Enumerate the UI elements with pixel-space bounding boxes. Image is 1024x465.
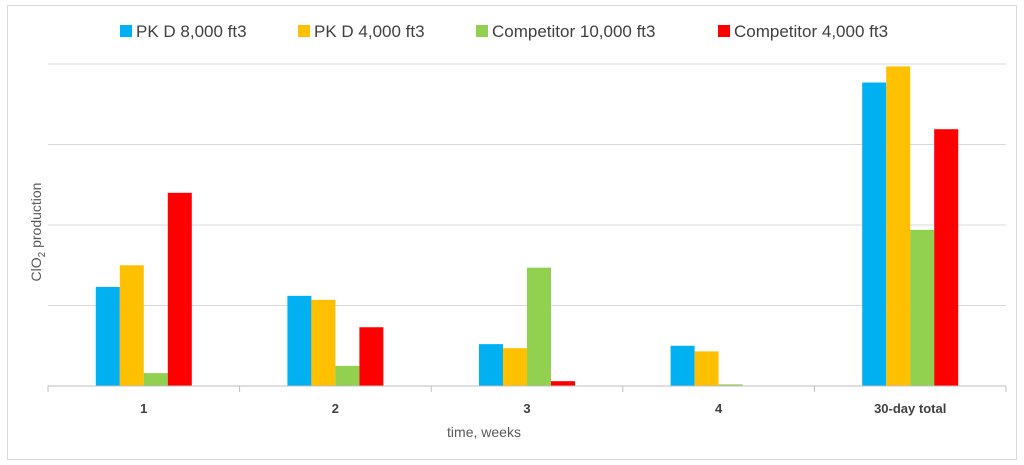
bar	[167, 192, 192, 386]
bar	[359, 327, 384, 386]
x-tick-label: 3	[523, 401, 530, 416]
bar	[311, 299, 336, 386]
bar	[886, 66, 911, 386]
legend-label: Competitor 10,000 ft3	[492, 22, 655, 41]
bar	[95, 286, 120, 386]
bar	[934, 129, 959, 386]
bars	[95, 66, 959, 386]
bar	[862, 82, 887, 386]
bar	[287, 295, 312, 386]
legend: PK D 8,000 ft3 PK D 4,000 ft3 Competitor 1…	[120, 22, 888, 41]
bar	[119, 265, 144, 386]
x-tick-label: 2	[332, 401, 339, 416]
x-axis-title: time, weeks	[447, 424, 521, 440]
legend-swatch	[120, 25, 132, 37]
bar	[718, 384, 743, 386]
legend-swatch	[298, 25, 310, 37]
legend-label: PK D 8,000 ft3	[136, 22, 247, 41]
bar	[503, 348, 527, 386]
legend-swatch	[718, 25, 730, 37]
bar	[527, 267, 551, 386]
legend-swatch	[476, 25, 488, 37]
bar	[694, 351, 719, 386]
legend-label: Competitor 4,000 ft3	[734, 22, 888, 41]
x-axis	[47, 385, 1007, 392]
x-tick-labels: 1 2 3 4 30-day total	[140, 401, 946, 416]
legend-label: PK D 4,000 ft3	[314, 22, 425, 41]
bar	[335, 365, 360, 386]
bar	[143, 373, 168, 386]
x-tick-label: 30-day total	[874, 401, 946, 416]
bar	[670, 345, 695, 386]
x-tick-label: 4	[715, 401, 723, 416]
y-axis-title: ClO2 production	[28, 183, 48, 282]
x-tick-label: 1	[140, 401, 147, 416]
bar	[551, 381, 575, 386]
bar	[910, 229, 935, 386]
bar	[479, 344, 503, 386]
chart-frame	[7, 5, 1017, 460]
